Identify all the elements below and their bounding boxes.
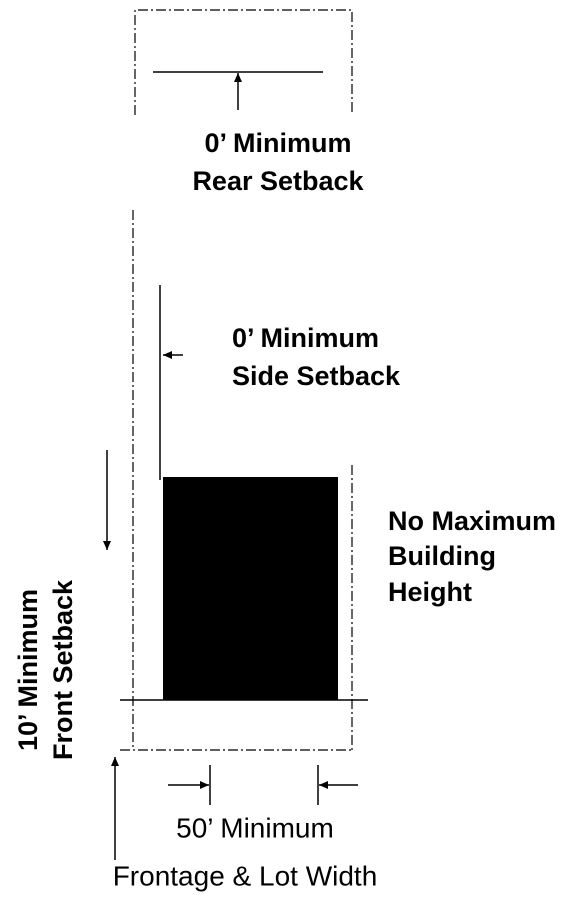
building: [163, 477, 338, 700]
front-label: 10’ Minimum: [13, 589, 43, 751]
front-label: Front Setback: [48, 579, 78, 760]
side-label: Side Setback: [232, 361, 401, 391]
height-label: Building: [388, 541, 496, 571]
side-label: 0’ Minimum: [232, 323, 379, 353]
height-label: Height: [388, 577, 472, 607]
height-label: No Maximum: [388, 506, 556, 536]
frontage-label: Frontage & Lot Width: [113, 860, 378, 891]
frontage-label: 50’ Minimum: [176, 812, 334, 843]
rear-label: 0’ Minimum: [204, 128, 351, 158]
rear-label: Rear Setback: [192, 166, 364, 196]
lot-lines: [120, 9, 353, 751]
